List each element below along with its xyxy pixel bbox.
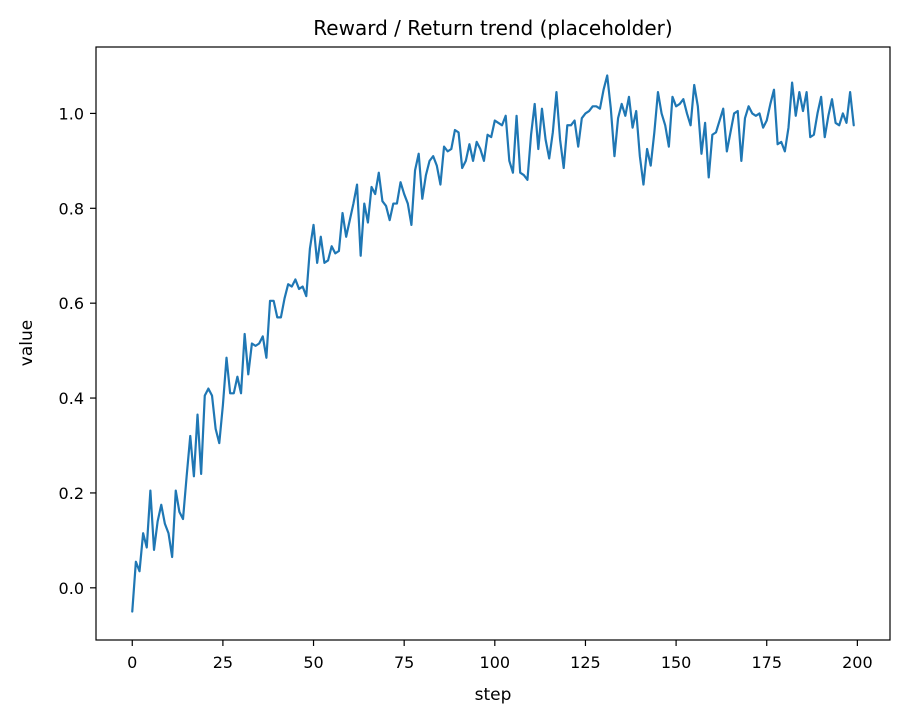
plot-frame — [95, 46, 891, 641]
x-tick-label: 75 — [394, 653, 414, 672]
x-tick-label: 100 — [480, 653, 511, 672]
y-tick-label: 0.2 — [59, 484, 84, 503]
y-tick-label: 0.6 — [59, 294, 84, 313]
x-tick-label: 0 — [127, 653, 137, 672]
y-tick-label: 0.0 — [59, 579, 84, 598]
x-tick-label: 200 — [842, 653, 873, 672]
y-tick-label: 1.0 — [59, 104, 84, 123]
y-axis-label: value — [17, 320, 37, 366]
chart-title: Reward / Return trend (placeholder) — [313, 16, 672, 40]
x-tick-label: 50 — [303, 653, 323, 672]
y-axis: 0.0 0.2 0.4 0.6 0.8 1.0 — [59, 104, 96, 598]
x-axis-label: step — [475, 685, 512, 705]
y-tick-label: 0.8 — [59, 199, 84, 218]
series-line — [131, 74, 855, 613]
x-tick-label: 150 — [661, 653, 692, 672]
x-axis: 0 25 50 75 100 125 150 175 200 — [127, 640, 873, 672]
x-tick-label: 25 — [213, 653, 233, 672]
plot-area — [95, 46, 891, 641]
y-tick-label: 0.4 — [59, 389, 84, 408]
x-tick-label: 125 — [570, 653, 601, 672]
x-tick-label: 175 — [751, 653, 782, 672]
